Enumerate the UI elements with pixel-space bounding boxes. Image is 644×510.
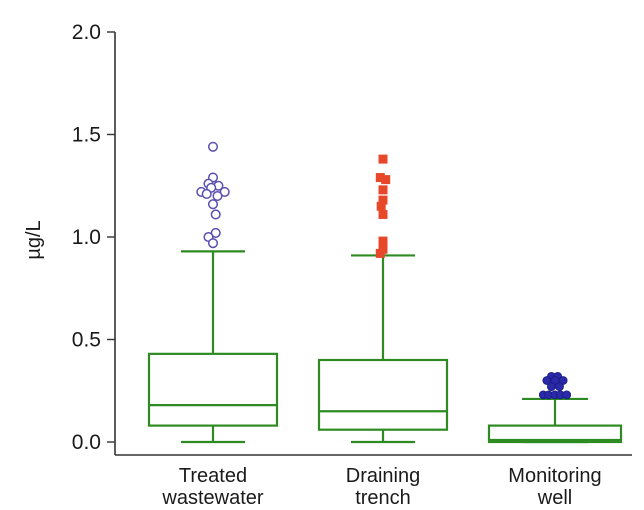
outliers	[196, 141, 572, 400]
box-group	[317, 254, 449, 444]
boxes	[147, 250, 623, 444]
outlier-point	[547, 382, 556, 392]
outlier-point	[376, 201, 386, 211]
iqr-box	[147, 352, 279, 427]
outlier-point	[207, 141, 219, 152]
outlier-point	[555, 382, 564, 392]
category-label: wastewater	[161, 487, 263, 509]
outlier-point	[207, 238, 219, 249]
y-axis-title: µg/L	[23, 220, 45, 259]
outlier-point	[378, 154, 388, 164]
axes	[114, 32, 632, 456]
outlier-point	[201, 188, 212, 199]
outlier-point	[207, 199, 219, 210]
category-label: trench	[355, 487, 411, 509]
outlier-point	[378, 209, 388, 219]
outlier-point	[210, 209, 221, 220]
category-label: Draining	[346, 465, 420, 487]
y-tick-label: 0.5	[72, 329, 101, 352]
outlier-point	[562, 390, 572, 400]
outlier-point	[375, 248, 385, 258]
outlier-point	[378, 236, 388, 246]
iqr-box	[317, 358, 449, 431]
outlier-point	[378, 185, 388, 195]
y-tick-label: 2.0	[72, 21, 101, 44]
outlier-point	[375, 173, 385, 183]
category-label: well	[537, 487, 572, 509]
box-group	[487, 397, 623, 444]
y-tick-label: 0.0	[72, 431, 101, 454]
iqr-box	[487, 424, 623, 444]
outlier-point	[212, 190, 223, 202]
category-label: Treated	[179, 465, 247, 487]
outlier-point	[378, 195, 388, 205]
outlier-point	[381, 175, 391, 185]
y-tick-label: 1.5	[72, 124, 101, 147]
box-group	[147, 250, 279, 444]
y-tick-label: 1.0	[72, 226, 101, 249]
category-label: Monitoring	[508, 465, 601, 487]
y-ticks: 0.0 0.5 1.0 1.5 2.0	[72, 21, 115, 454]
